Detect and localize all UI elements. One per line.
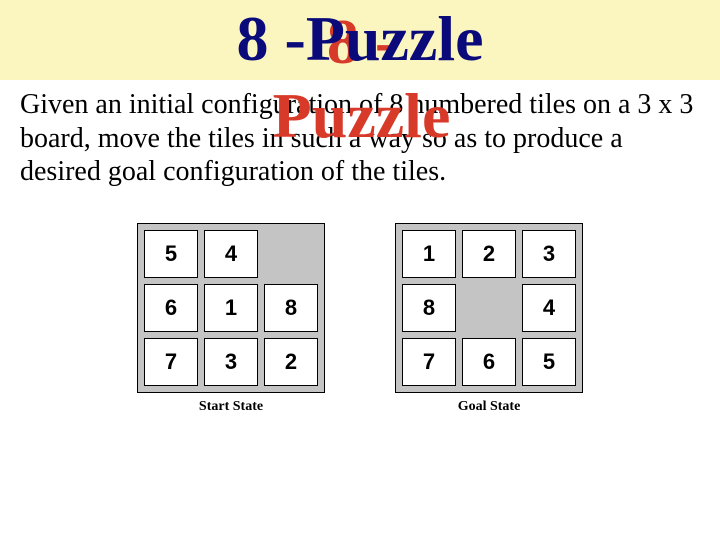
goal-caption: Goal State (458, 399, 521, 415)
tile-8: 8 (402, 284, 456, 332)
title-front: 8 -Puzzle (237, 3, 484, 74)
tile-5: 5 (522, 338, 576, 386)
tile-7: 7 (144, 338, 198, 386)
goal-board: 123 8 4 765 (395, 223, 583, 393)
tile-3: 3 (522, 230, 576, 278)
tile-8: 8 (264, 284, 318, 332)
tile-6: 6 (144, 284, 198, 332)
start-board: 54618 732 (137, 223, 325, 393)
start-board-wrap: 54618 732 Start State (137, 223, 325, 415)
boards-area: 54618732 Start State 12384765 Goal State (0, 223, 720, 415)
title-text: 8 -Puzzle 8 -Puzzle (237, 2, 484, 76)
tile-1: 1 (204, 284, 258, 332)
start-caption: Start State (199, 399, 263, 415)
tile-6: 6 (462, 338, 516, 386)
title-banner: 8 -Puzzle 8 -Puzzle (0, 0, 720, 80)
tile-2: 2 (462, 230, 516, 278)
tile-7: 7 (402, 338, 456, 386)
goal-board-wrap: 123 8 4 765 Goal State (395, 223, 583, 415)
tile-3: 3 (204, 338, 258, 386)
tile-1: 1 (402, 230, 456, 278)
tile-2: 2 (264, 338, 318, 386)
tile-4: 4 (204, 230, 258, 278)
tile-5: 5 (144, 230, 198, 278)
empty-tile (264, 230, 318, 278)
empty-tile (462, 284, 516, 332)
tile-4: 4 (522, 284, 576, 332)
